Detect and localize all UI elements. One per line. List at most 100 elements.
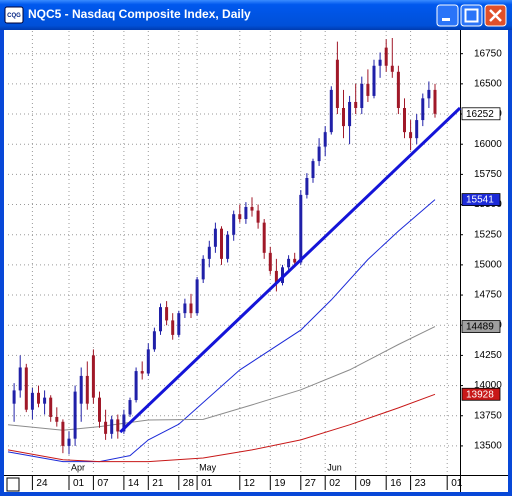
candle-body — [384, 47, 388, 66]
app-icon — [4, 6, 24, 24]
candle-body — [226, 234, 230, 259]
candle-body — [427, 89, 431, 99]
candle-body — [128, 400, 132, 415]
y-tick-label: 15250 — [474, 229, 502, 240]
candle-body — [91, 355, 95, 398]
y-tick-label: 14000 — [474, 380, 502, 391]
moving-average-line — [7, 393, 436, 463]
candle-body — [207, 246, 211, 259]
candle-body — [140, 371, 144, 374]
average-value-label: 15541 — [466, 195, 494, 206]
candle-body — [158, 307, 162, 332]
candle-body — [219, 228, 223, 259]
candle-body — [250, 206, 254, 211]
last-price-label: 16252 — [466, 109, 494, 120]
candle-body — [146, 349, 150, 374]
month-label: Jun — [327, 462, 342, 472]
candle-body — [305, 177, 309, 195]
candle-body — [335, 59, 339, 108]
plot-layer: 1350013750140001425014500147501500015250… — [7, 31, 502, 490]
candle-body — [372, 65, 376, 96]
x-tick-label: 01 — [201, 478, 213, 489]
candle-body — [415, 120, 419, 139]
candle-body — [183, 303, 187, 314]
candle-body — [366, 83, 370, 96]
x-tick-label: 01 — [73, 478, 85, 489]
candle-body — [378, 59, 382, 66]
candle-body — [274, 270, 278, 283]
x-tick-label: 28 — [183, 478, 195, 489]
y-tick-label: 15000 — [474, 260, 502, 271]
y-tick-label: 16000 — [474, 139, 502, 150]
candle-body — [280, 267, 284, 283]
candle-body — [152, 331, 156, 350]
candle-body — [360, 83, 364, 108]
x-tick-label: 12 — [244, 478, 256, 489]
y-tick-label: 15750 — [474, 169, 502, 180]
candle-body — [201, 258, 205, 280]
candle-body — [244, 206, 248, 220]
candle-body — [104, 421, 108, 434]
candle-body — [12, 390, 16, 404]
candle-body — [36, 392, 40, 404]
close-button[interactable] — [484, 4, 507, 27]
candle-body — [43, 397, 47, 404]
average-value-label: 14489 — [466, 322, 494, 333]
y-tick-label: 13750 — [474, 410, 502, 421]
candle-body — [287, 258, 291, 268]
candle-body — [79, 375, 83, 404]
x-tick-label: 07 — [97, 478, 109, 489]
maximize-button[interactable] — [460, 4, 483, 27]
x-tick-label: 24 — [36, 478, 48, 489]
x-tick-label: 02 — [329, 478, 341, 489]
y-tick-label: 16500 — [474, 79, 502, 90]
x-tick-label: 23 — [415, 478, 427, 489]
candle-body — [165, 307, 169, 321]
candle-body — [61, 421, 65, 446]
y-tick-label: 13500 — [474, 441, 502, 452]
candle-body — [268, 252, 272, 271]
candle-body — [49, 397, 53, 417]
candle-body — [232, 214, 236, 235]
x-tick-label: 01 — [451, 478, 463, 489]
average-value-label: 13928 — [466, 389, 494, 400]
candle-body — [348, 101, 352, 127]
last-price-box — [461, 107, 501, 121]
x-tick-label: 16 — [390, 478, 402, 489]
x-tick-label: 21 — [152, 478, 164, 489]
candle-body — [195, 279, 199, 314]
x-tick-label: 09 — [360, 478, 372, 489]
candle-body — [354, 101, 358, 108]
corner-box — [6, 477, 20, 492]
minimize-button[interactable] — [436, 4, 459, 27]
candle-body — [329, 89, 333, 133]
candle-body — [402, 107, 406, 133]
candle-body — [238, 214, 242, 220]
candle-body — [110, 419, 114, 434]
trend-line — [119, 106, 462, 434]
title-bar — [0, 0, 512, 30]
y-tick-label: 16750 — [474, 48, 502, 59]
candle-body — [299, 194, 303, 263]
candle-body — [409, 132, 413, 139]
candle-body — [262, 222, 266, 253]
average-value-box — [461, 193, 501, 206]
candle-body — [122, 414, 126, 432]
moving-average-line — [7, 326, 436, 431]
month-label: Apr — [71, 462, 85, 472]
window-title: NQC5 - Nasdaq Composite Index, Daily — [28, 7, 251, 21]
candle-body — [177, 313, 181, 335]
candle-body — [323, 132, 327, 147]
candle-body — [396, 71, 400, 108]
month-label: May — [199, 462, 217, 472]
candle-body — [433, 89, 437, 114]
candle-body — [73, 391, 77, 439]
candle-body — [97, 397, 101, 422]
candle-body — [67, 438, 71, 446]
y-tick-label: 14750 — [474, 290, 502, 301]
candle-body — [421, 98, 425, 121]
average-value-box — [461, 387, 501, 401]
candle-body — [171, 320, 175, 335]
x-tick-label: 19 — [274, 478, 286, 489]
